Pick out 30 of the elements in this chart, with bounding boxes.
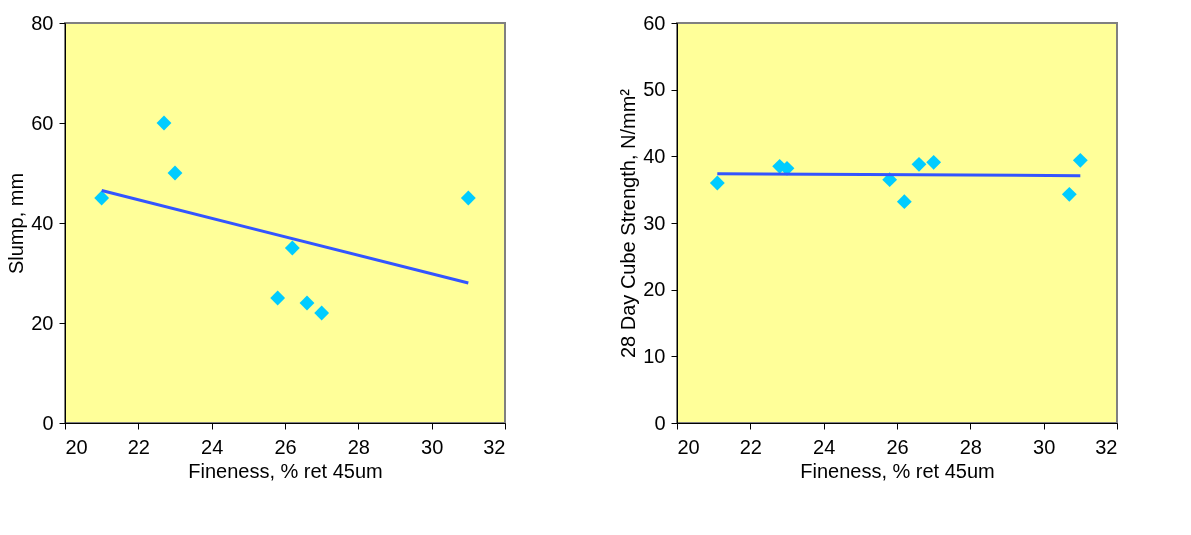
y-tick-label: 40 bbox=[643, 144, 666, 167]
x-tick-label: 32 bbox=[1095, 435, 1118, 458]
y-tick-label: 80 bbox=[31, 11, 54, 34]
x-axis-title: Fineness, % ret 45um bbox=[188, 459, 383, 482]
x-tick-label: 24 bbox=[201, 435, 224, 458]
x-tick-label: 20 bbox=[677, 435, 700, 458]
y-tick-label: 30 bbox=[643, 211, 666, 234]
y-tick-label: 0 bbox=[654, 411, 666, 434]
x-tick-label: 26 bbox=[274, 435, 297, 458]
x-tick-label: 28 bbox=[959, 435, 982, 458]
x-tick-label: 32 bbox=[483, 435, 506, 458]
y-tick-label: 40 bbox=[31, 211, 54, 234]
y-tick-label: 50 bbox=[643, 78, 666, 101]
x-tick-label: 22 bbox=[739, 435, 762, 458]
x-tick-label: 28 bbox=[347, 435, 370, 458]
y-tick-label: 20 bbox=[31, 311, 54, 334]
x-tick-label: 30 bbox=[1033, 435, 1056, 458]
x-tick-label: 22 bbox=[127, 435, 150, 458]
x-tick-label: 24 bbox=[813, 435, 836, 458]
x-tick-label: 26 bbox=[886, 435, 909, 458]
x-tick-label: 30 bbox=[421, 435, 444, 458]
y-axis-title: Slump, mm bbox=[5, 172, 28, 275]
y-axis-title: 28 Day Cube Strength, N/mm² bbox=[617, 88, 640, 358]
y-tick-label: 60 bbox=[31, 111, 54, 134]
y-tick-label: 0 bbox=[42, 411, 54, 434]
x-axis-title: Fineness, % ret 45um bbox=[800, 459, 995, 482]
y-tick-label: 10 bbox=[643, 344, 666, 367]
y-tick-label: 20 bbox=[643, 278, 666, 301]
y-tick-label: 60 bbox=[643, 11, 666, 34]
x-tick-label: 20 bbox=[65, 435, 88, 458]
